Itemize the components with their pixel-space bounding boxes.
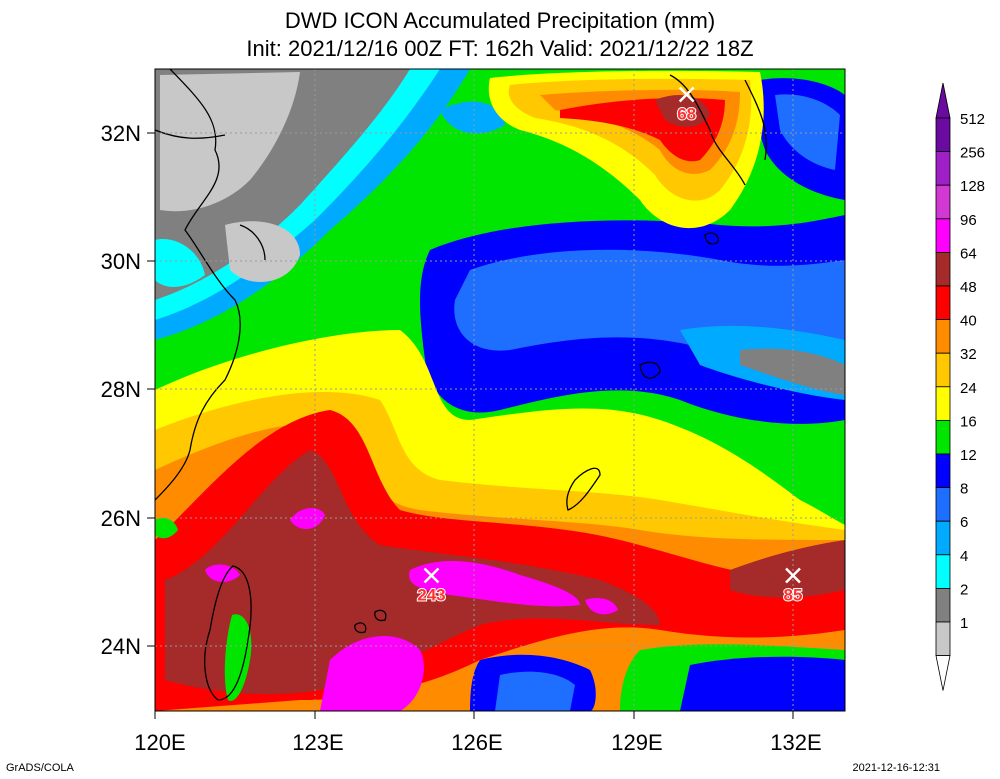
max-marker: 243: [416, 567, 447, 605]
grid-lines: [155, 69, 845, 711]
legend-label: 24: [960, 380, 977, 397]
max-marker-cross: [423, 567, 440, 584]
max-marker-value: 243: [417, 585, 445, 604]
legend-swatch: [935, 251, 951, 287]
legend-top-arrow: [935, 82, 951, 119]
legend-label: 64: [960, 245, 977, 262]
plot-frame: [154, 68, 846, 712]
legend-swatch: [935, 419, 951, 455]
y-axis-label: 26N: [101, 506, 141, 531]
max-marker-cross: [785, 567, 801, 584]
axis-ticks: [147, 132, 794, 719]
legend-label: 12: [960, 447, 977, 464]
max-marker: 85: [783, 567, 803, 605]
legend-label: 16: [960, 413, 977, 430]
y-axis-label: 32N: [101, 121, 141, 146]
y-axis-label: 30N: [101, 249, 141, 274]
legend-swatch: [935, 184, 951, 220]
max-marker-cross: [678, 86, 695, 103]
legend-label: 4: [960, 548, 968, 565]
x-axis-label: 129E: [611, 730, 662, 755]
max-marker-value: 68: [677, 105, 696, 124]
legend-label: 2: [960, 581, 968, 598]
legend-swatch: [935, 352, 951, 388]
legend-swatch: [935, 151, 951, 186]
legend-label: 96: [960, 212, 977, 229]
legend-swatch: [935, 218, 951, 253]
legend-label: 256: [960, 145, 985, 162]
legend-label: 1: [960, 615, 968, 632]
legend-swatch: [935, 386, 951, 421]
legend-swatch: [935, 285, 951, 320]
legend-swatch: [935, 588, 951, 623]
legend-label: 128: [960, 178, 985, 195]
legend-label: 48: [960, 279, 977, 296]
x-axis-label: 126E: [451, 730, 502, 755]
legend-label: 40: [960, 313, 977, 330]
legend-swatch: [935, 117, 951, 152]
y-axis-label: 28N: [101, 377, 141, 402]
legend-swatch: [935, 621, 951, 656]
legend-swatch: [935, 453, 951, 488]
footer-timestamp: 2021-12-16-12:31: [852, 762, 940, 774]
legend-label: 6: [960, 514, 968, 531]
x-axis-label: 120E: [134, 730, 185, 755]
x-axis-label: 123E: [292, 730, 343, 755]
legend-swatch: [935, 554, 951, 589]
precipitation-field: [155, 69, 845, 711]
legend-bottom-arrow: [935, 655, 951, 691]
legend-swatch: [935, 520, 951, 556]
y-axis-label: 24N: [101, 634, 141, 659]
x-axis-label: 132E: [770, 730, 821, 755]
legend-swatch: [935, 487, 951, 522]
maxima-markers: 68 243 85: [416, 86, 803, 605]
legend-swatch: [935, 319, 951, 354]
map-title: DWD ICON Accumulated Precipitation (mm): [284, 8, 716, 33]
max-marker: 68: [676, 86, 697, 125]
footer-credit: GrADS/COLA: [6, 762, 74, 774]
legend-label: 512: [960, 111, 985, 128]
max-marker-value: 85: [784, 585, 803, 604]
legend-label: 32: [960, 346, 977, 363]
coastlines: [155, 69, 767, 701]
map-subtitle: Init: 2021/12/16 00Z FT: 162h Valid: 202…: [246, 36, 754, 61]
legend-label: 8: [960, 481, 968, 498]
